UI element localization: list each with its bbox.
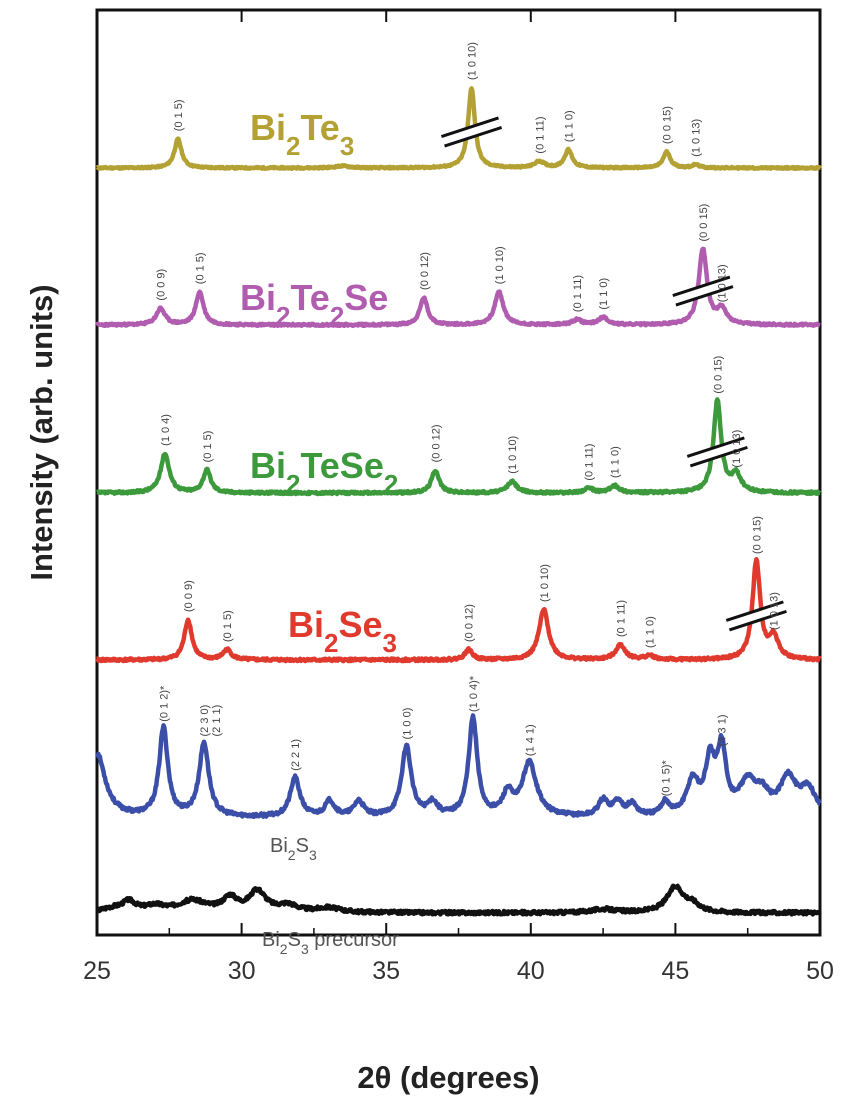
x-tick-label: 45 [661,957,689,985]
peak-label: (1 1 0) [610,446,622,478]
peak-label: (1 0 10) [507,436,519,474]
peak-label: (1 0 10) [467,42,479,80]
axes: 25 30 35 40 45 50 2θ (degrees) Intensity (arb. … [24,8,834,1095]
peak-label: (1 0 13) [691,119,703,157]
axis-break-mark [725,600,787,632]
peak-label: (1 4 1) [524,724,536,756]
series-label-2: Bi2TeSe2 [250,445,398,499]
peak-label: (0 1 5)* [660,759,672,796]
peak-label: (0 0 9) [156,269,168,301]
x-tick-label: 40 [517,957,545,985]
peak-label: (2 1 1) [211,705,223,737]
peak-label: (2 3 0) [199,705,211,737]
x-tick-label: 35 [372,957,400,985]
labels-group: Bi2Te3 (0 1 5) (1 0 10) (0 1 11) (1 1 0) (0 0… [156,42,781,957]
peak-label: (0 1 5) [222,610,234,642]
peak-label: (1 0 4) [160,414,172,446]
axis-break-mark [672,275,734,307]
peak-label: (0 0 15) [751,516,763,554]
peak-label: (2 2 1) [290,739,302,771]
axis-break-mark [440,116,503,148]
y-axis-label: Intensity (arb. units) [24,284,59,580]
peak-label: (0 1 5) [173,99,185,131]
peak-label: (1 0 10) [494,246,506,284]
series-label-4: Bi2S3 [270,835,317,863]
peak-label: (0 0 9) [183,580,195,612]
peak-label: (1 0 4)* [468,675,480,712]
axis-break-mark [686,436,748,468]
peak-label: (0 1 2)* [159,685,171,722]
peak-label: (0 0 15) [698,204,710,242]
peak-label: (0 0 12) [464,604,476,642]
peak-label: (1 1 0) [563,110,575,142]
x-tick-label: 30 [228,957,256,985]
peak-label: (1 0 10) [539,564,551,602]
series-group [94,86,822,917]
peak-label: (1 0 0) [401,708,413,740]
series-line-0 [95,86,822,172]
peak-label: (1 0 13) [717,264,729,302]
peak-label: (0 1 5) [195,252,207,284]
peak-label: (0 1 11) [572,275,584,312]
peak-label: (0 0 12) [430,424,442,462]
series-line-2 [95,397,822,497]
series-line-3 [95,556,822,664]
series-line-4 [94,713,822,820]
peak-label: (0 1 5) [202,431,214,463]
peak-label: (4 3 1) [717,715,729,747]
peak-label: (0 0 15) [662,106,674,144]
peak-label: (1 1 0) [644,616,656,648]
series-label-1: Bi2Te2Se [240,277,388,331]
x-tick-label: 25 [83,957,111,985]
series-label-3: Bi2Se3 [288,604,397,658]
peak-label: (0 1 11) [584,444,596,481]
series-label-5: Bi2S3 precursor [262,929,399,957]
peak-label: (1 1 0) [598,278,610,310]
peak-label: (0 0 12) [419,252,431,290]
peak-label: (0 1 11) [534,117,546,154]
peak-label: (0 1 11) [615,600,627,637]
series-line-1 [94,246,822,329]
x-axis-label: 2θ (degrees) [357,1060,539,1095]
x-tick-label: 50 [806,957,834,985]
series-line-5 [95,883,822,917]
peak-label: (1 0 13) [769,592,781,630]
series-label-0: Bi2Te3 [250,107,354,161]
peak-label: (0 0 15) [712,356,724,394]
peak-label: (1 0 13) [731,430,743,468]
